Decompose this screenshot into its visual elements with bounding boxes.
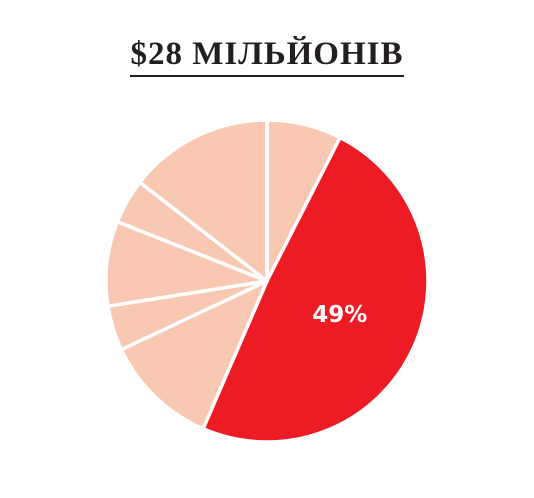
pie-slice-3	[119, 279, 269, 431]
pie-slice-7	[138, 118, 269, 283]
pie-labels: 49%	[312, 302, 367, 328]
chart-title: $28 МІЛЬЙОНІВ	[130, 36, 404, 78]
pie-slice-label: 49%	[312, 302, 367, 328]
pie-slice-highlight	[201, 135, 430, 444]
pie-slices	[104, 118, 430, 444]
title-container: $28 МІЛЬЙОНІВ	[0, 36, 534, 78]
